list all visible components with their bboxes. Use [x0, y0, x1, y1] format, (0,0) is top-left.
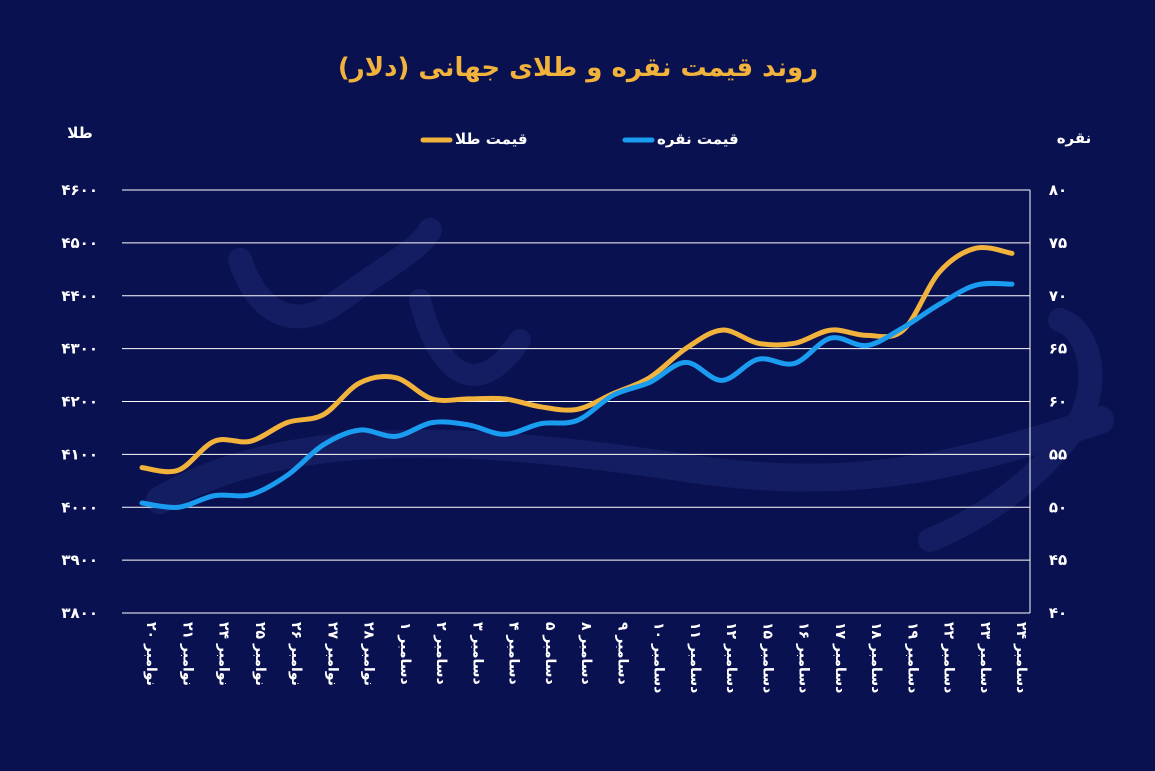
y-right-axis-label: نقره: [1057, 129, 1092, 147]
gridlines: [122, 189, 1031, 614]
x-tick-label: ۲۵ نوامبر: [252, 622, 268, 686]
y-right-ticks: ۸۰ ۷۵ ۷۰ ۶۵ ۶۰ ۵۵ ۵۰ ۴۵ ۴۰: [1049, 181, 1067, 622]
gold-price-line: [139, 245, 1015, 475]
y-right-tick-label: ۶۰: [1049, 393, 1067, 411]
y-right-tick-label: ۵۰: [1049, 498, 1067, 516]
y-left-tick-label: ۴۴۰۰: [61, 287, 98, 305]
x-tick-label: ۸ دسامبر: [578, 622, 594, 685]
y-right-tick-label: ۷۵: [1049, 234, 1067, 252]
x-tick-label: ۹ دسامبر: [614, 622, 630, 685]
x-tick-label: ۲۷ نوامبر: [324, 622, 340, 686]
y-left-tick-label: ۳۸۰۰: [61, 604, 98, 622]
x-tick-label: ۱۰ دسامبر: [651, 622, 667, 693]
y-right-tick-label: ۷۰: [1049, 287, 1067, 305]
legend-label-gold: قیمت طلا: [455, 130, 528, 148]
silver-price-line: [139, 280, 1015, 510]
y-left-axis-label: طلا: [67, 124, 93, 142]
x-tick-label: ۲۰ نوامبر: [143, 622, 159, 686]
x-tick-label: ۴ دسامبر: [506, 622, 522, 685]
legend: قیمت طلا قیمت نقره: [420, 130, 739, 148]
series-lines: [139, 245, 1015, 510]
x-tick-label: ۱۹ دسامبر: [904, 622, 920, 693]
y-left-ticks: ۴۶۰۰ ۴۵۰۰ ۴۴۰۰ ۴۳۰۰ ۴۲۰۰ ۴۱۰۰ ۴۰۰۰ ۳۹۰۰ ۳۸۰۰: [61, 181, 98, 622]
x-tick-label: ۱۸ دسامبر: [868, 622, 884, 693]
x-tick-label: ۳ دسامبر: [469, 622, 485, 685]
y-right-tick-label: ۶۵: [1049, 340, 1067, 358]
y-right-tick-label: ۴۵: [1049, 551, 1067, 569]
y-left-tick-label: ۴۳۰۰: [61, 340, 98, 358]
x-tick-label: ۱۱ دسامبر: [687, 622, 703, 693]
y-left-tick-label: ۴۶۰۰: [61, 181, 98, 199]
x-tick-label: ۱ دسامبر: [397, 622, 413, 685]
x-tick-label: ۲۴ دسامبر: [1013, 622, 1029, 693]
legend-label-silver: قیمت نقره: [657, 130, 739, 148]
y-left-tick-label: ۳۹۰۰: [61, 551, 98, 569]
x-tick-label: ۵ دسامبر: [542, 622, 558, 685]
chart-title: روند قیمت نقره و طلای جهانی (دلار): [338, 53, 818, 83]
y-left-tick-label: ۴۰۰۰: [61, 498, 98, 516]
y-right-tick-label: ۵۵: [1049, 445, 1067, 463]
watermark-logo: [146, 218, 1114, 552]
x-tick-label: ۱۷ دسامبر: [832, 622, 848, 693]
y-left-tick-label: ۴۱۰۰: [61, 445, 98, 463]
x-tick-label: ۱۵ دسامبر: [759, 622, 775, 693]
y-right-tick-label: ۸۰: [1049, 181, 1067, 199]
y-right-tick-label: ۴۰: [1049, 604, 1067, 622]
x-tick-label: ۲۲ دسامبر: [941, 622, 957, 693]
x-axis-ticks: ۲۰ نوامبر ۲۱ نوامبر ۲۴ نوامبر ۲۵ نوامبر ۲۶ ن…: [143, 622, 1029, 693]
x-tick-label: ۱۶ دسامبر: [796, 622, 812, 693]
y-left-tick-label: ۴۲۰۰: [61, 393, 98, 411]
y-left-tick-label: ۴۵۰۰: [61, 234, 98, 252]
x-tick-label: ۲۸ نوامبر: [361, 622, 377, 686]
x-tick-label: ۲۳ دسامبر: [977, 622, 993, 693]
x-tick-label: ۲۱ نوامبر: [179, 622, 195, 686]
x-tick-label: ۲۶ نوامبر: [288, 622, 304, 686]
x-tick-label: ۱۲ دسامبر: [723, 622, 739, 693]
x-tick-label: ۲ دسامبر: [433, 622, 449, 685]
x-tick-label: ۲۴ نوامبر: [216, 622, 232, 686]
